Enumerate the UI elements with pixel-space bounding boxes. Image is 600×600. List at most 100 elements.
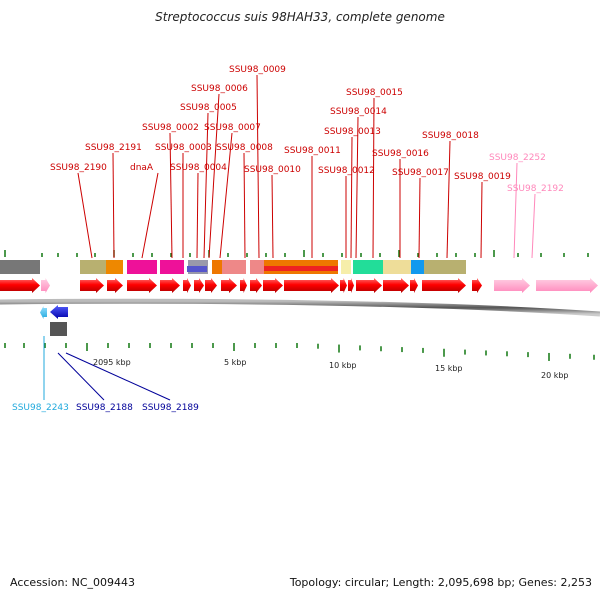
- forward-gene-arrow: [127, 278, 157, 293]
- ruler-ticks: [4, 250, 595, 361]
- gene-label: SSU98_0013: [324, 127, 381, 137]
- forward-gene-arrow: [383, 278, 409, 293]
- genome-title: Streptococcus suis 98HAH33, complete gen…: [155, 10, 445, 24]
- gene-labels-bottom: SSU98_2243 SSU98_2188 SSU98_2189: [12, 403, 199, 413]
- label-leader-line: [208, 93, 220, 259]
- forward-gene-arrow: [494, 278, 530, 293]
- label-leader-line: [169, 132, 173, 259]
- gene-label: SSU98_0019: [454, 172, 511, 182]
- gene-label: SSU98_0003: [155, 143, 212, 153]
- label-leader-line: [271, 174, 274, 259]
- feature-block: [106, 260, 123, 274]
- forward-gene-arrow: [183, 278, 191, 293]
- feature-block: [212, 260, 222, 274]
- gene-label: SSU98_0016: [372, 149, 429, 159]
- forward-gene-arrow: [80, 278, 104, 293]
- forward-gene-arrow: [348, 278, 354, 293]
- label-leader-line: [196, 172, 199, 259]
- label-leader-line: [480, 181, 483, 259]
- gene-label: SSU98_0006: [191, 84, 248, 94]
- accession-label: Accession: NC_009443: [10, 576, 136, 589]
- feature-block: [411, 260, 424, 274]
- gene-label: SSU98_0015: [346, 88, 403, 98]
- label-leader-line: [141, 172, 159, 259]
- gene-label: SSU98_0005: [180, 103, 237, 113]
- feature-block: [160, 260, 184, 274]
- label-leader-line: [243, 152, 246, 259]
- gene-label: SSU98_0012: [318, 166, 375, 176]
- label-leader-line: [57, 352, 105, 401]
- label-leader-line: [355, 116, 359, 259]
- forward-gene-arrow: [250, 278, 262, 293]
- scale-label-10kbp: 10 kbp: [329, 361, 357, 370]
- label-leader-line: [513, 162, 518, 259]
- reverse-gene-arrow: [50, 305, 68, 319]
- gene-label: SSU98_0017: [392, 168, 449, 178]
- feature-block: [80, 260, 106, 274]
- feature-block: [424, 260, 466, 274]
- feature-block: [0, 260, 40, 274]
- gene-label: SSU98_2243: [12, 403, 69, 413]
- reverse-gene-block: [50, 322, 67, 336]
- gene-label: SSU98_0011: [284, 146, 341, 156]
- label-leader-line: [418, 177, 421, 259]
- gene-label: SSU98_0010: [244, 165, 301, 175]
- label-leader-line: [372, 97, 375, 259]
- forward-gene-arrow: [536, 278, 598, 293]
- feature-color-band: [0, 260, 466, 274]
- forward-strand-genes: [0, 278, 598, 293]
- label-leader-line: [446, 140, 451, 259]
- feature-block: [353, 260, 383, 274]
- feature-block: [383, 260, 411, 274]
- gene-label: SSU98_2188: [76, 403, 133, 413]
- forward-gene-arrow: [205, 278, 217, 293]
- scale-label-5kbp: 5 kbp: [224, 358, 246, 367]
- feature-block: [264, 266, 338, 271]
- forward-gene-arrow: [41, 278, 50, 293]
- forward-gene-arrow: [221, 278, 237, 293]
- gene-label: SSU98_2189: [142, 403, 199, 413]
- feature-block: [187, 266, 207, 272]
- gene-label: dnaA: [130, 163, 154, 173]
- forward-gene-arrow: [472, 278, 482, 293]
- forward-gene-arrow: [263, 278, 283, 293]
- feature-block: [341, 260, 351, 274]
- forward-gene-arrow: [356, 278, 382, 293]
- scale-label-2095kbp: 2095 kbp: [93, 358, 131, 367]
- gene-label: SSU98_2190: [50, 163, 107, 173]
- label-leader-line: [203, 112, 209, 259]
- label-leader-lines: [43, 74, 536, 401]
- forward-gene-arrow: [107, 278, 123, 293]
- label-leader-line: [112, 152, 115, 259]
- gene-label: SSU98_0007: [204, 123, 261, 133]
- gene-label: SSU98_0004: [170, 163, 227, 173]
- label-leader-line: [350, 136, 353, 259]
- gene-label: SSU98_0002: [142, 123, 199, 133]
- gene-label: SSU98_2252: [489, 153, 546, 163]
- label-leader-line: [65, 352, 171, 401]
- feature-block: [250, 260, 264, 274]
- forward-gene-arrow: [284, 278, 339, 293]
- scale-label-15kbp: 15 kbp: [435, 364, 463, 373]
- forward-gene-arrow: [194, 278, 204, 293]
- gene-label: SSU98_0008: [216, 143, 273, 153]
- feature-block: [127, 260, 157, 274]
- feature-block: [222, 260, 246, 274]
- label-leader-line: [219, 132, 233, 259]
- reverse-strand-genes: [40, 305, 68, 336]
- forward-gene-arrow: [410, 278, 418, 293]
- forward-gene-arrow: [160, 278, 180, 293]
- gene-label: SSU98_2192: [507, 184, 564, 194]
- scale-labels: 2095 kbp 5 kbp 10 kbp 15 kbp 20 kbp: [93, 358, 569, 380]
- scale-label-20kbp: 20 kbp: [541, 371, 569, 380]
- forward-gene-arrow: [340, 278, 347, 293]
- genome-backbone: [0, 298, 600, 317]
- forward-gene-arrow: [240, 278, 247, 293]
- reverse-gene-arrow: [40, 306, 47, 319]
- forward-gene-arrow: [422, 278, 466, 293]
- label-leader-line: [77, 172, 93, 259]
- label-leader-line: [256, 74, 260, 259]
- genome-summary: Topology: circular; Length: 2,095,698 bp…: [289, 576, 592, 589]
- gene-label: SSU98_0014: [330, 107, 387, 117]
